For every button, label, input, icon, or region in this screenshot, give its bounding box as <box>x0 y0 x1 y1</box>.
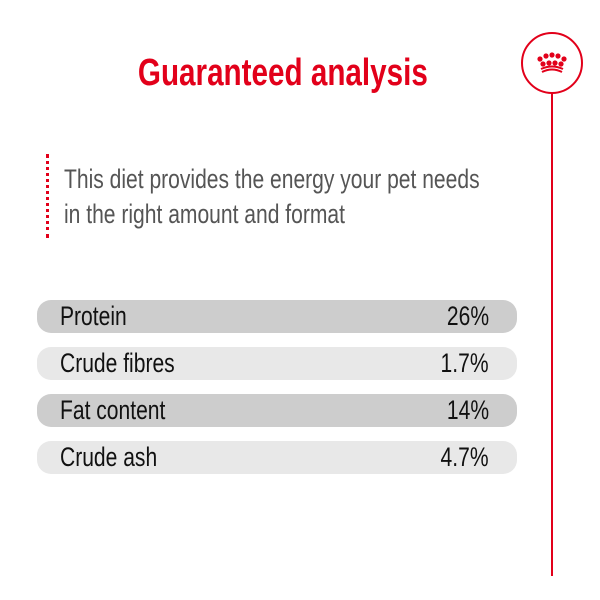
decorative-line <box>551 92 553 576</box>
description-line: This diet provides the energy your pet n… <box>64 164 480 194</box>
analysis-row-protein: Protein 26% <box>37 300 517 333</box>
analysis-row-crude-ash: Crude ash 4.7% <box>37 441 517 474</box>
row-label: Fat content <box>60 395 166 425</box>
brand-logo <box>521 32 583 94</box>
description-line: in the right amount and format <box>64 199 345 229</box>
row-value: 26% <box>446 301 489 331</box>
analysis-row-crude-fibres: Crude fibres 1.7% <box>37 347 517 380</box>
page-title: Guaranteed analysis <box>0 52 566 95</box>
analysis-row-fat-content: Fat content 14% <box>37 394 517 427</box>
row-label: Crude fibres <box>60 348 175 378</box>
description: This diet provides the energy your pet n… <box>64 162 597 232</box>
row-value: 4.7% <box>440 442 489 472</box>
row-value: 1.7% <box>440 348 489 378</box>
dotted-divider <box>46 154 49 238</box>
crown-icon <box>537 52 567 73</box>
row-value: 14% <box>446 395 489 425</box>
row-label: Crude ash <box>60 442 158 472</box>
title-text: Guaranteed analysis <box>138 52 428 94</box>
row-label: Protein <box>60 301 127 331</box>
